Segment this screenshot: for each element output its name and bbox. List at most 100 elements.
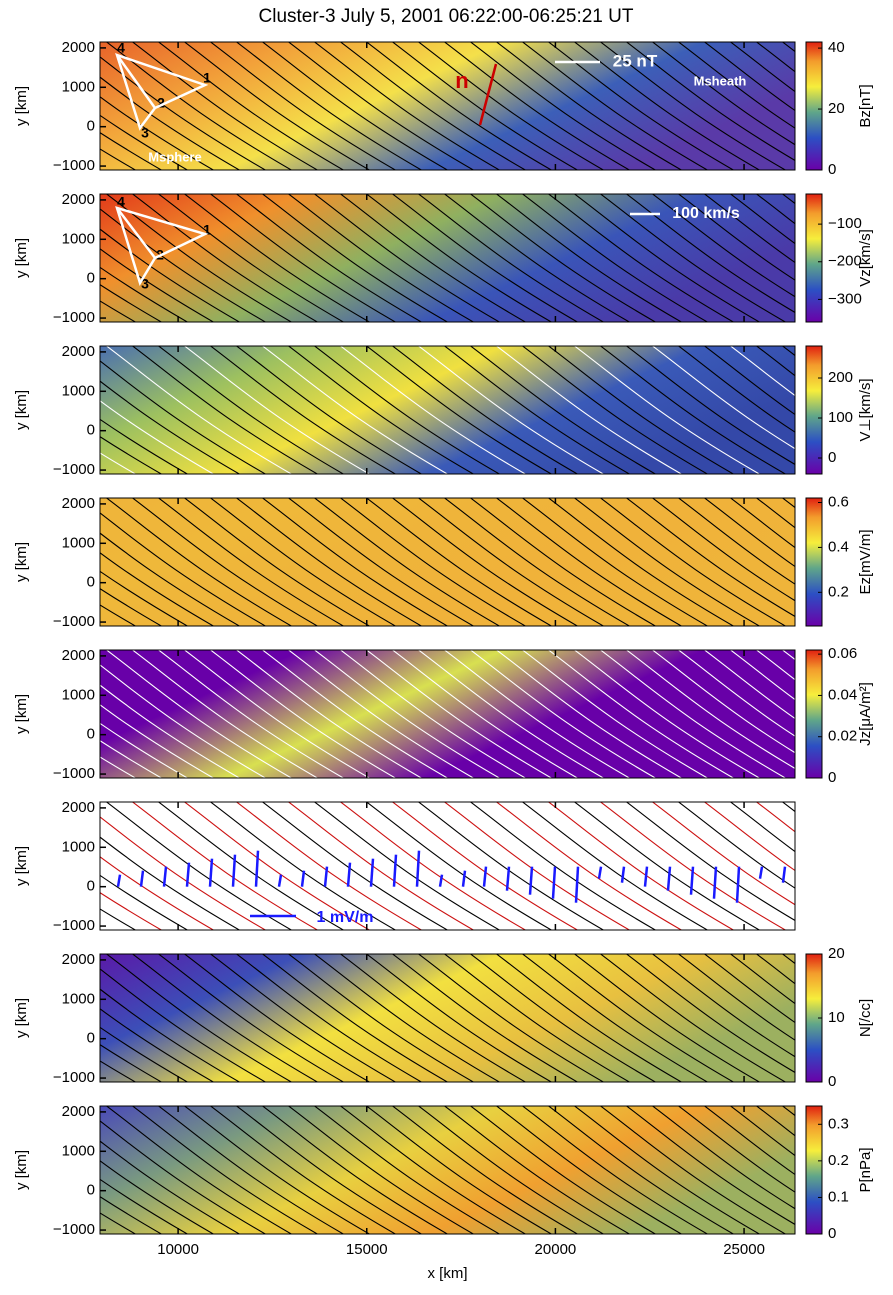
contour-line — [183, 802, 371, 930]
contour-line — [521, 954, 709, 1082]
e-field-arrow — [505, 866, 511, 891]
e-field-arrow — [781, 866, 787, 883]
contour-line — [100, 284, 163, 322]
colorbar-tick-label: 0.6 — [828, 493, 849, 510]
colorbar-tick-label: 100 — [828, 409, 853, 426]
contour-line — [417, 194, 605, 322]
y-tick-label: 0 — [87, 574, 95, 591]
plot-frame — [99, 193, 796, 323]
contour-line — [469, 650, 657, 778]
normal-arrow — [478, 63, 498, 126]
contour-line — [443, 650, 631, 778]
contour-line — [417, 498, 605, 626]
contour-line — [313, 802, 501, 930]
contour-line — [443, 1106, 631, 1234]
contour-line — [100, 1160, 215, 1234]
contour-line — [100, 532, 241, 626]
contour-line — [157, 498, 345, 626]
plot-frame — [99, 497, 796, 627]
annotation: 1 mV/m — [317, 909, 374, 926]
spacecraft-tetrahedron — [115, 53, 209, 131]
field-map — [100, 650, 795, 778]
contour-line — [495, 802, 683, 930]
contour-line — [157, 650, 345, 778]
contour-line — [677, 194, 795, 281]
colorbar-tick-label: 0.3 — [828, 1115, 849, 1132]
contour-line — [100, 722, 189, 778]
contour-line — [100, 756, 137, 778]
contour-line — [339, 954, 527, 1082]
contour-line — [287, 954, 475, 1082]
contours — [100, 1106, 795, 1234]
contour-line — [157, 194, 345, 322]
y-tick-label: 1000 — [62, 534, 95, 551]
y-tick-label: −1000 — [53, 157, 95, 174]
y-tick-label: 1000 — [62, 230, 95, 247]
y-axis-label: y [km] — [13, 86, 30, 126]
contour-line — [573, 650, 761, 778]
e-field-arrow — [528, 866, 534, 895]
y-tick-label: 1000 — [62, 990, 95, 1007]
contour-line — [729, 346, 795, 397]
contour-line — [391, 1106, 579, 1234]
contour-line — [100, 512, 267, 626]
contour-line — [131, 802, 319, 930]
e-field-arrow — [139, 870, 145, 887]
contour-line — [651, 802, 795, 906]
e-field-arrow — [323, 866, 329, 887]
contour-line — [469, 1106, 657, 1234]
e-field-arrow — [643, 866, 649, 887]
contours — [100, 954, 795, 1082]
contour-line — [625, 802, 795, 922]
contour-line — [729, 498, 795, 549]
contour-line — [417, 954, 605, 1082]
x-tick-label: 10000 — [157, 1241, 199, 1258]
contour-line — [755, 1106, 795, 1137]
colorbar-tick-label: 0.2 — [828, 583, 849, 600]
e-field-arrow — [482, 866, 488, 887]
contour-line — [365, 1106, 553, 1234]
contour-line — [365, 42, 553, 170]
annotation: 25 nT — [613, 51, 658, 70]
contour-line — [100, 1196, 163, 1234]
contour-line — [261, 346, 449, 474]
contour-line — [651, 498, 795, 602]
contour-line — [495, 650, 683, 778]
e-field-arrow — [277, 874, 283, 887]
contour-line — [521, 802, 709, 930]
contour-line — [651, 1106, 795, 1210]
y-tick-label: 0 — [87, 726, 95, 743]
contour-line — [729, 194, 795, 245]
e-field-arrow — [369, 858, 375, 887]
contour-line — [677, 1106, 795, 1193]
contour-line — [183, 1106, 371, 1234]
contour-line — [573, 42, 761, 170]
plot-frame — [99, 953, 796, 1083]
y-tick-label: −1000 — [53, 309, 95, 326]
y-axis-label: y [km] — [13, 846, 30, 886]
contour-line — [443, 42, 631, 170]
colorbar-tick-label: 200 — [828, 369, 853, 386]
e-field-arrow — [231, 854, 237, 887]
colorbar-label: N[/cc] — [857, 999, 874, 1037]
contour-line — [703, 498, 795, 568]
contour-line — [755, 346, 795, 377]
e-field-arrow — [300, 870, 306, 887]
contour-line — [729, 650, 795, 701]
colorbar-tick-label: 0 — [828, 1073, 836, 1090]
contour-line — [100, 968, 267, 1082]
colorbar-tick-label: 20 — [828, 945, 845, 962]
contour-line — [365, 650, 553, 778]
y-tick-label: 2000 — [62, 39, 95, 56]
x-tick-label: 15000 — [346, 1241, 388, 1258]
y-tick-label: 1000 — [62, 838, 95, 855]
contour-line — [100, 704, 215, 778]
contour-line — [105, 498, 293, 626]
colorbar-label: Bz[nT] — [857, 84, 874, 127]
y-tick-label: 1000 — [62, 382, 95, 399]
e-field-arrow — [758, 866, 764, 879]
plot-frame — [99, 649, 796, 779]
y-tick-label: −1000 — [53, 461, 95, 478]
colorbar — [805, 193, 823, 323]
